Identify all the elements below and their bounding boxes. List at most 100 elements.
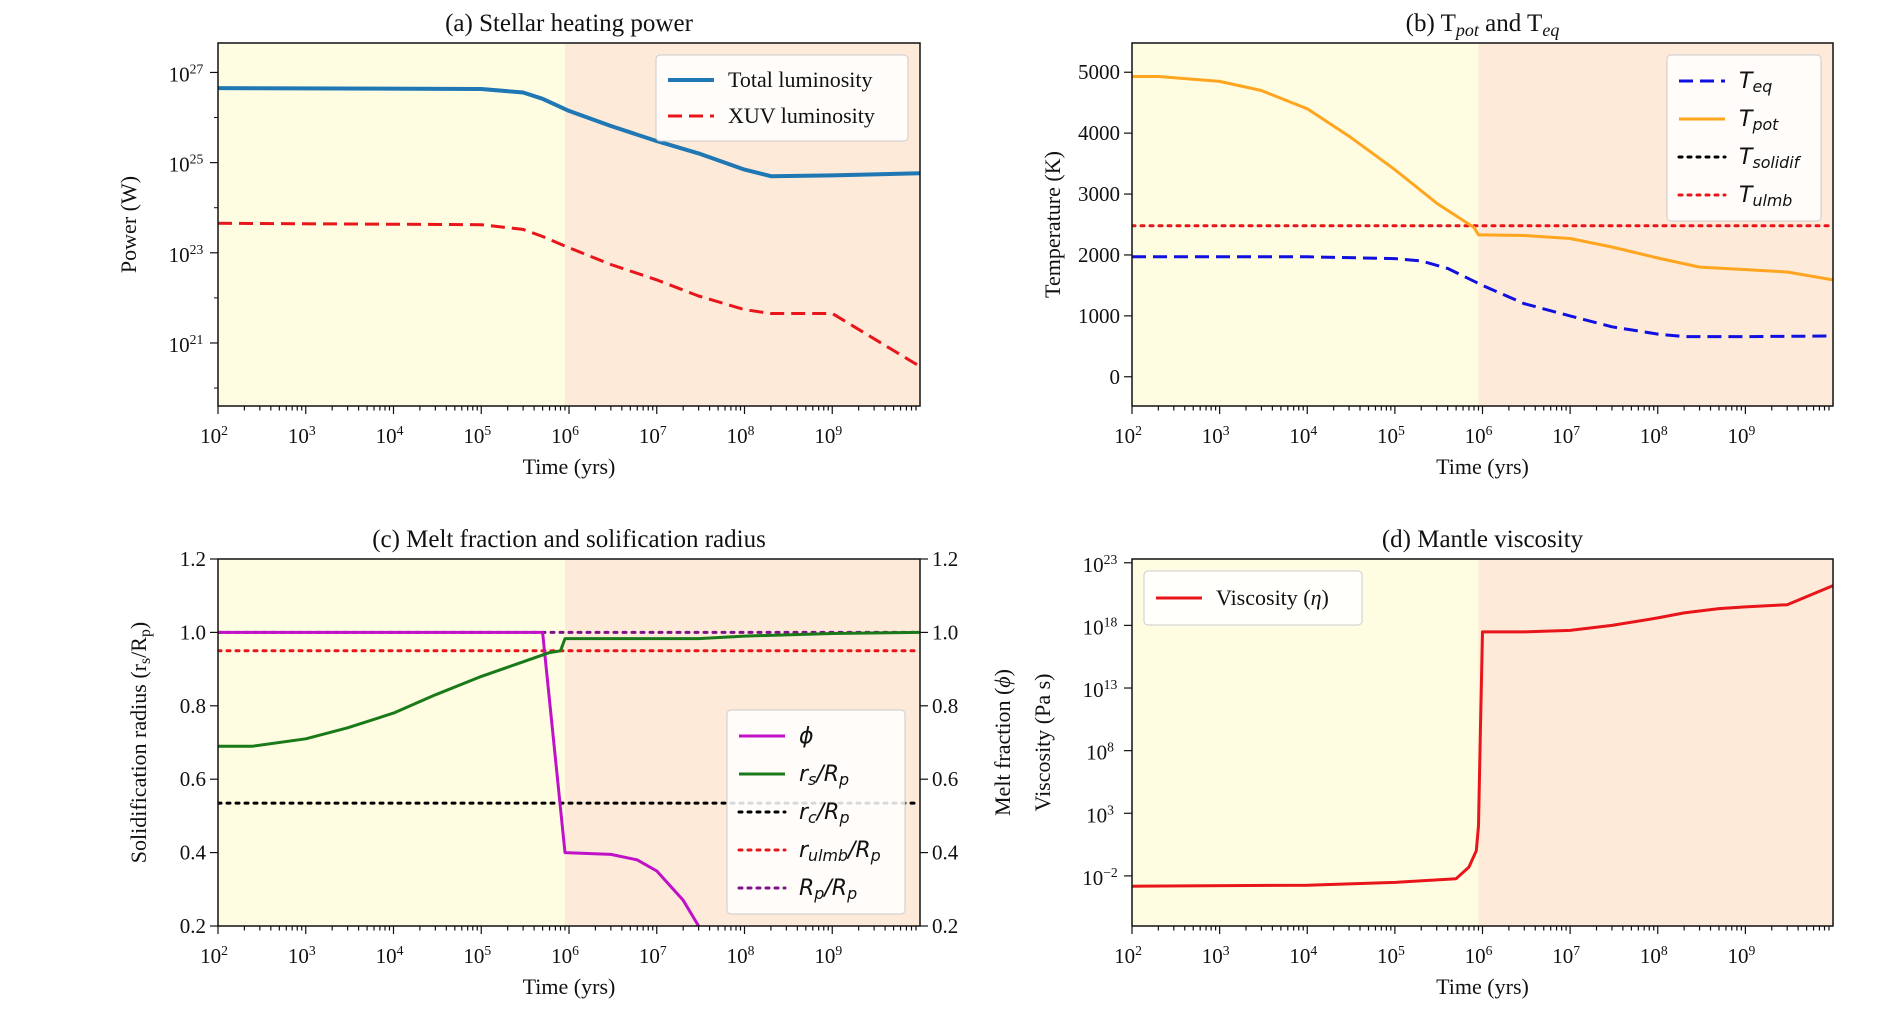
y-right-tick-label: 0.6: [932, 767, 958, 791]
x-tick-label: 102: [200, 943, 228, 968]
y-axis: 0 1000 2000 3000 4000 5000 Temperature (K): [1040, 60, 1132, 389]
y-tick-label: 103: [1086, 803, 1114, 828]
x-tick-label: 104: [1289, 943, 1317, 968]
series-line-0: [218, 630, 700, 926]
y-right-tick-label: 1.2: [932, 547, 958, 571]
legend-label: Tsolidif: [1739, 145, 1802, 172]
y-tick-label: 1023: [169, 242, 204, 267]
y-right-tick-label: 1.0: [932, 620, 958, 644]
y-axis-right-label: Melt fraction (ϕ): [990, 669, 1015, 816]
x-tick-label: 105: [463, 423, 491, 448]
y-tick-label: 1018: [1083, 615, 1118, 640]
y-tick-label: 3000: [1078, 182, 1120, 206]
x-tick-label: 107: [639, 423, 667, 448]
x-tick-label: 102: [1114, 943, 1142, 968]
legend: Total luminosity XUV luminosity: [655, 54, 909, 142]
y-tick-label: 0.2: [180, 914, 206, 938]
legend-label: XUV luminosity: [728, 103, 875, 128]
x-tick-label: 109: [1727, 423, 1755, 448]
y-tick-label: 1021: [169, 332, 204, 357]
legend-box: [1666, 54, 1822, 222]
y-tick-label: 0.8: [180, 694, 206, 718]
legend: Viscosity (η): [1143, 570, 1363, 626]
x-tick-label: 103: [1202, 423, 1230, 448]
y-tick-label: 108: [1086, 740, 1114, 765]
x-tick-label: 107: [1552, 943, 1580, 968]
y-tick-label: 1025: [169, 152, 204, 177]
legend-label: Tulmb: [1739, 183, 1792, 210]
y-tick-label: 1023: [1083, 552, 1118, 577]
series-line-0: [1132, 255, 1833, 339]
legend-label: Total luminosity: [728, 67, 873, 92]
legend: Teq Tpot Tsolidif Tulmb: [1666, 54, 1822, 222]
x-tick-label: 109: [814, 943, 842, 968]
x-tick-label: 105: [1377, 423, 1405, 448]
legend-box: [655, 54, 909, 142]
legend-label: rc/Rp: [799, 800, 850, 827]
legend-label: Teq: [1739, 69, 1772, 96]
x-axis-label: Time (yrs): [1436, 454, 1529, 479]
plot-area: [1132, 75, 1833, 339]
legend-label: Viscosity (η): [1216, 585, 1329, 610]
chart-title: (d) Mantle viscosity: [1382, 526, 1584, 553]
y-right-tick-label: 0.2: [932, 914, 958, 938]
series-line-1: [218, 221, 920, 368]
y-axis: 1021 1023 1025 1027 Power (W): [116, 62, 218, 389]
x-tick-label: 103: [288, 423, 316, 448]
x-axis: 102 103 104 105 106 107 108 109 Time (yrs): [1114, 926, 1830, 999]
series-line-0: [218, 86, 920, 179]
x-tick-label: 106: [551, 943, 579, 968]
x-tick-label: 107: [1552, 423, 1580, 448]
legend-label: rs/Rp: [799, 762, 849, 789]
x-tick-label: 108: [727, 423, 755, 448]
x-tick-label: 103: [288, 943, 316, 968]
y-tick-label: 0.6: [180, 767, 206, 791]
plot-area: [1132, 584, 1833, 888]
y-axis-label: Viscosity (Pa s): [1030, 673, 1055, 811]
series-line-0: [1132, 584, 1833, 888]
x-axis: 102 103 104 105 106 107 108 109 Time (yrs): [200, 406, 917, 479]
x-tick-label: 107: [639, 943, 667, 968]
y-axis: 0.2 0.4 0.6 0.8 1.0 1.2 Solidification radius …: [126, 547, 218, 938]
y-axis: 10−2 103 108 1013 1018 1023 Viscosity (Pa s): [1030, 552, 1132, 890]
y-tick-label: 1027: [169, 62, 204, 87]
x-tick-label: 102: [1114, 423, 1142, 448]
series-line-1: [1132, 75, 1833, 282]
legend-label: Rp/Rp: [799, 876, 857, 903]
x-tick-label: 104: [376, 943, 404, 968]
y-tick-label: 1.2: [180, 547, 206, 571]
chart-title: (c) Melt fraction and solification radiu…: [372, 526, 766, 553]
x-tick-label: 106: [1465, 423, 1493, 448]
y-right-tick-label: 0.8: [932, 694, 958, 718]
y-tick-label: 10−2: [1082, 865, 1118, 890]
y-tick-label: 1.0: [180, 620, 206, 644]
legend-box: [1143, 570, 1363, 626]
legend-label: Tpot: [1739, 107, 1779, 134]
y-axis-right: 0.2 0.4 0.6 0.8 1.0 1.2 Melt fraction (ϕ): [920, 547, 1015, 938]
series-line-1: [218, 630, 920, 748]
chart-title: (a) Stellar heating power: [445, 10, 693, 37]
plot-area: [218, 86, 920, 368]
x-axis-label: Time (yrs): [1436, 974, 1529, 999]
x-tick-label: 108: [727, 943, 755, 968]
y-tick-label: 1000: [1078, 304, 1120, 328]
legend-box: [726, 709, 906, 915]
chart-title: (b) Tpot and Teq: [1406, 10, 1560, 40]
y-axis-label: Solidification radius (rs/Rp): [126, 622, 154, 863]
x-tick-label: 109: [1727, 943, 1755, 968]
x-tick-label: 102: [200, 423, 228, 448]
y-tick-label: 5000: [1078, 60, 1120, 84]
y-tick-label: 0.4: [180, 841, 207, 865]
x-tick-label: 108: [1640, 423, 1668, 448]
y-tick-label: 4000: [1078, 121, 1120, 145]
x-tick-label: 104: [376, 423, 404, 448]
x-tick-label: 104: [1289, 423, 1317, 448]
x-axis-label: Time (yrs): [523, 454, 616, 479]
y-axis-label: Power (W): [116, 176, 141, 273]
late-phase-shading: [1478, 559, 1833, 926]
y-right-tick-label: 0.4: [932, 841, 959, 865]
x-tick-label: 105: [463, 943, 491, 968]
x-tick-label: 108: [1640, 943, 1668, 968]
